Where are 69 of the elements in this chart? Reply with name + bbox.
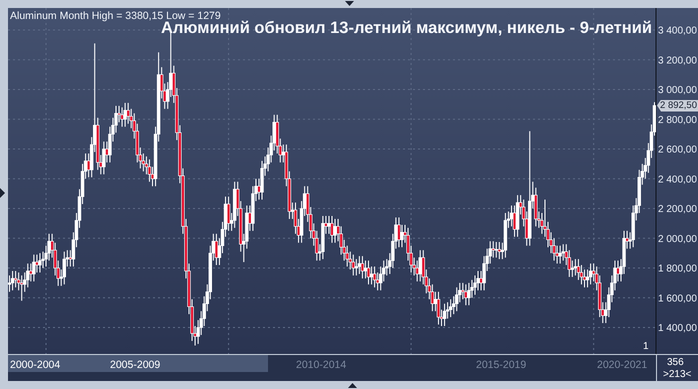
candlestick <box>126 102 130 124</box>
candlestick <box>148 158 152 182</box>
y-tick-label: 2 800,00 <box>658 114 698 126</box>
candlestick <box>397 216 401 248</box>
y-tick-label: 3 000,00 <box>658 85 698 96</box>
candlestick <box>354 258 358 276</box>
annotation: 1 <box>643 341 649 353</box>
candlestick <box>588 263 592 285</box>
candlestick <box>415 260 419 282</box>
candlestick <box>360 256 364 279</box>
candlestick <box>574 258 578 276</box>
text: 2010-2014 <box>296 359 346 371</box>
candlestick <box>467 282 471 306</box>
candlestick <box>576 258 580 280</box>
y-tick-label: 3 400,00 <box>658 26 698 37</box>
candlestick <box>117 105 121 123</box>
candlestick <box>226 196 230 232</box>
candlestick <box>498 241 502 260</box>
text: >213< <box>663 369 692 381</box>
candlestick <box>366 260 370 285</box>
y-tick-label: 2 600,00 <box>658 144 698 156</box>
candlestick <box>616 260 620 282</box>
candlestick <box>8 274 12 292</box>
candlestick <box>448 298 452 318</box>
candlestick <box>364 260 368 279</box>
candlestick <box>26 263 30 288</box>
y-tick-label: 3 200,00 <box>658 55 698 66</box>
text: 2000-2004 <box>10 359 60 371</box>
candlestick <box>442 303 446 327</box>
text: 2020-2021 <box>597 359 648 371</box>
y-tick-label: 2 000,00 <box>658 234 698 245</box>
y-tick-label: 1 600,00 <box>658 293 698 304</box>
candlestick <box>510 205 514 227</box>
y-tick-label: 2 400,00 <box>658 174 698 186</box>
candlestick <box>494 241 498 258</box>
text: Алюминий обновил 13-летний максимум, никель - 9-летний <box>160 19 652 38</box>
candlestick <box>492 240 495 258</box>
annotation: Aluminum Month High = 3380,15 Low = 1279 <box>10 10 221 22</box>
candlestick <box>473 274 477 296</box>
candlestick <box>120 106 124 128</box>
y-tick-label: 1 400,00 <box>658 323 698 334</box>
y-tick-label: 1 800,00 <box>658 264 698 275</box>
candlestick <box>32 254 36 282</box>
candlestick <box>214 233 218 266</box>
candlestick <box>260 160 264 200</box>
candlestick <box>102 141 106 175</box>
candlestick <box>476 270 480 291</box>
candlestick <box>558 245 562 264</box>
candlestick <box>400 224 404 248</box>
candlestick <box>10 270 14 291</box>
candlestick <box>14 270 18 288</box>
candlestick <box>327 215 331 234</box>
text: 2005-2009 <box>110 359 160 371</box>
candlestick <box>352 254 355 276</box>
candlestick <box>455 286 458 312</box>
candlestick <box>333 218 337 244</box>
candlestick <box>29 263 33 282</box>
candlestick <box>123 102 127 128</box>
y-tick-label: 2 200,00 <box>658 204 698 216</box>
candlestick <box>62 251 66 285</box>
candlestick <box>38 252 42 273</box>
text: 356 <box>667 357 684 369</box>
candlestick <box>372 266 376 288</box>
candlestick <box>570 260 574 278</box>
candlestick <box>35 254 39 273</box>
text: 2015-2019 <box>476 359 526 371</box>
candlestick <box>370 266 374 285</box>
candlestick <box>358 256 362 274</box>
text: 2 892,50 <box>657 100 698 112</box>
